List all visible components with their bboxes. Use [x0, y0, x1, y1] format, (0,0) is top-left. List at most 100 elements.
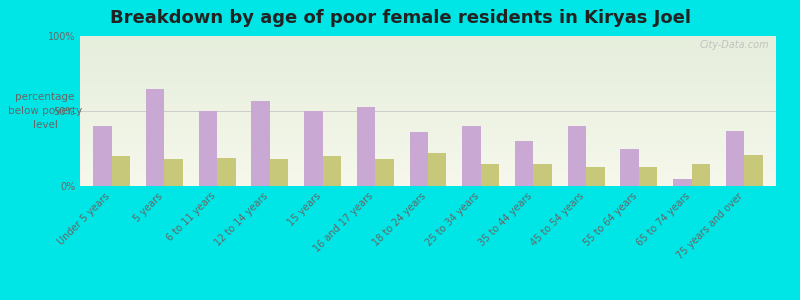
Bar	[80, 64, 776, 66]
Bar	[80, 153, 776, 154]
Bar	[481, 164, 499, 186]
Bar	[568, 126, 586, 186]
Bar	[80, 103, 776, 105]
Bar	[80, 123, 776, 124]
Bar	[146, 88, 164, 186]
Bar	[80, 182, 776, 183]
Bar	[80, 63, 776, 64]
Bar	[80, 105, 776, 106]
Bar	[80, 184, 776, 186]
Bar	[80, 176, 776, 177]
Bar	[80, 54, 776, 56]
Bar	[80, 99, 776, 100]
Bar	[80, 152, 776, 153]
Bar	[80, 147, 776, 148]
Bar	[80, 106, 776, 108]
Bar	[80, 102, 776, 104]
Bar	[80, 122, 776, 123]
Bar	[80, 85, 776, 87]
Bar	[80, 164, 776, 165]
Bar	[80, 45, 776, 46]
Bar	[80, 138, 776, 140]
Bar	[80, 66, 776, 68]
Bar	[80, 120, 776, 122]
Bar	[80, 160, 776, 162]
Bar	[80, 78, 776, 80]
Bar	[80, 130, 776, 132]
Bar	[80, 36, 776, 38]
Bar	[80, 51, 776, 52]
Bar	[80, 178, 776, 180]
Bar	[80, 82, 776, 84]
Bar	[93, 126, 112, 186]
Bar	[80, 100, 776, 102]
Bar	[428, 153, 446, 186]
Bar	[80, 148, 776, 150]
Bar	[80, 144, 776, 146]
Bar	[80, 112, 776, 114]
Bar	[692, 164, 710, 186]
Bar	[80, 88, 776, 90]
Bar	[80, 92, 776, 93]
Bar	[80, 129, 776, 130]
Bar	[80, 158, 776, 159]
Text: City-Data.com: City-Data.com	[699, 40, 769, 50]
Bar	[80, 136, 776, 138]
Bar	[80, 168, 776, 170]
Bar	[80, 46, 776, 48]
Bar	[80, 96, 776, 98]
Bar	[80, 141, 776, 142]
Bar	[270, 159, 288, 186]
Bar	[80, 68, 776, 69]
Bar	[80, 154, 776, 156]
Bar	[80, 60, 776, 61]
Bar	[80, 159, 776, 160]
Bar	[80, 72, 776, 74]
Bar	[80, 98, 776, 99]
Bar	[80, 128, 776, 129]
Bar	[80, 117, 776, 118]
Bar	[80, 114, 776, 116]
Bar	[164, 159, 183, 186]
Bar	[80, 111, 776, 112]
Bar	[80, 183, 776, 184]
Bar	[410, 132, 428, 186]
Bar	[217, 158, 235, 186]
Bar	[80, 162, 776, 164]
Bar	[80, 57, 776, 58]
Bar	[80, 180, 776, 182]
Bar	[462, 126, 481, 186]
Bar	[198, 111, 217, 186]
Bar	[80, 70, 776, 72]
Bar	[375, 159, 394, 186]
Bar	[80, 52, 776, 54]
Bar	[80, 167, 776, 168]
Bar	[80, 174, 776, 176]
Bar	[80, 94, 776, 96]
Bar	[80, 80, 776, 81]
Bar	[80, 69, 776, 70]
Bar	[80, 146, 776, 147]
Bar	[80, 134, 776, 135]
Bar	[80, 150, 776, 152]
Bar	[80, 142, 776, 144]
Bar	[80, 87, 776, 88]
Bar	[673, 178, 692, 186]
Bar	[80, 48, 776, 50]
Bar	[80, 172, 776, 174]
Bar	[80, 132, 776, 134]
Bar	[80, 74, 776, 75]
Bar	[80, 165, 776, 166]
Bar	[80, 90, 776, 92]
Bar	[80, 108, 776, 110]
Bar	[534, 164, 552, 186]
Bar	[726, 130, 744, 186]
Bar	[80, 42, 776, 44]
Bar	[80, 93, 776, 94]
Bar	[80, 171, 776, 172]
Bar	[80, 50, 776, 51]
Bar	[515, 141, 534, 186]
Bar	[586, 167, 605, 186]
Bar	[80, 118, 776, 120]
Bar	[621, 148, 639, 186]
